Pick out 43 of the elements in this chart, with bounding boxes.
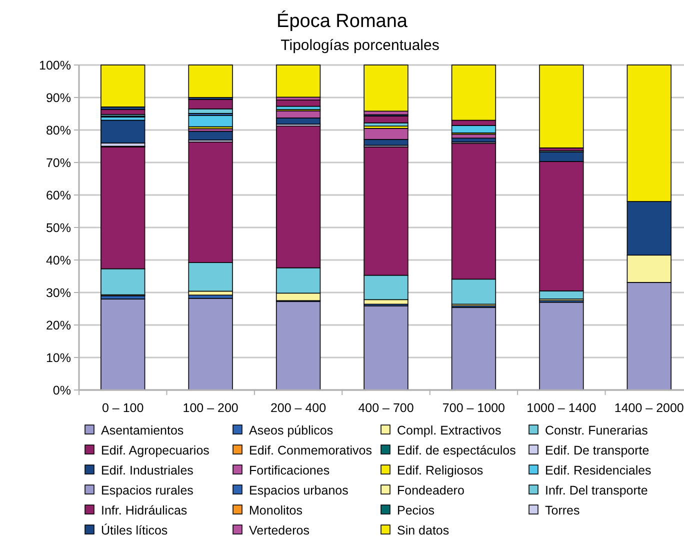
y-tick-label: 60% <box>46 188 71 202</box>
legend-label: Vertederos <box>249 523 310 538</box>
x-tick-label: 700 – 1000 <box>442 401 506 415</box>
y-tick-label: 10% <box>46 350 71 365</box>
legend-label: Compl. Extractivos <box>397 423 502 438</box>
legend-label: Espacios rurales <box>101 483 194 498</box>
legend-label: Edif. Conmemorativos <box>249 443 372 458</box>
legend-label: Útiles líticos <box>101 523 168 538</box>
x-tick-label: 100 – 200 <box>182 401 238 415</box>
y-tick-label: 80% <box>46 123 71 138</box>
x-tick-label: 1400 – 2000 <box>614 401 684 415</box>
chart-title: Época Romana <box>276 10 408 32</box>
legend-label: Infr. Hidráulicas <box>101 503 188 518</box>
x-tick-label: 1000 – 1400 <box>526 401 596 415</box>
legend-label: Edif. Residenciales <box>545 463 652 478</box>
legend-label: Espacios urbanos <box>249 483 348 498</box>
legend-label: Pecios <box>397 503 435 518</box>
y-tick-label: 50% <box>46 220 71 235</box>
legend-label: Edif. De transporte <box>545 443 650 458</box>
legend-label: Torres <box>545 503 580 518</box>
y-tick-label: 100% <box>39 58 71 72</box>
legend-label: Edif. Industriales <box>101 463 194 478</box>
y-tick-label: 30% <box>46 286 71 300</box>
y-tick-label: 90% <box>46 90 71 105</box>
legend-label: Fondeadero <box>397 483 464 498</box>
legend-label: Edif. Agropecuarios <box>101 443 210 458</box>
y-tick-label: 20% <box>46 318 71 332</box>
x-tick-label: 400 – 700 <box>358 401 414 415</box>
y-tick-label: 70% <box>46 156 71 170</box>
legend-label: Edif. Religiosos <box>397 463 484 478</box>
x-tick-label: 200 – 400 <box>270 401 326 415</box>
legend-label: Monolitos <box>249 503 302 518</box>
legend-label: Fortificaciones <box>249 463 330 478</box>
legend-label: Sin datos <box>397 523 450 538</box>
legend-label: Edif. de espectáculos <box>397 443 516 458</box>
x-tick-label: 0 – 100 <box>102 401 144 415</box>
legend-label: Constr. Funerarias <box>545 423 648 438</box>
legend-label: Infr. Del transporte <box>545 483 648 498</box>
y-tick-label: 0% <box>52 383 71 398</box>
legend-label: Asentamientos <box>101 423 184 438</box>
legend-label: Aseos públicos <box>249 423 334 438</box>
y-tick-label: 40% <box>46 253 71 268</box>
chart-subtitle: Tipologías porcentuales <box>280 37 440 54</box>
